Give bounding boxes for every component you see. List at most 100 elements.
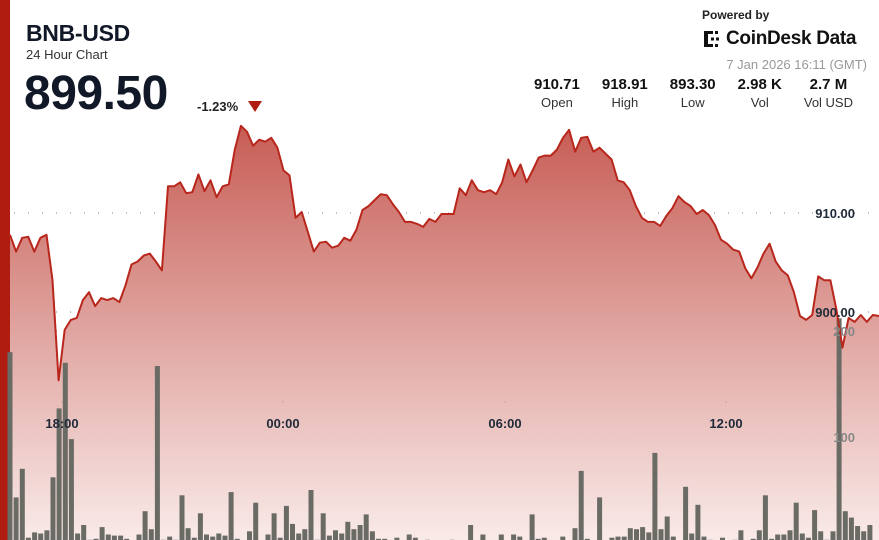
volume-bar (781, 534, 787, 540)
volume-bar (842, 511, 848, 540)
volume-bar (136, 534, 142, 540)
volume-bar (517, 536, 523, 540)
volume-bar (701, 536, 707, 540)
volume-bar (302, 529, 308, 540)
stat-value: 910.71 (533, 76, 580, 93)
volume-bar (720, 537, 725, 540)
volume-bar (799, 533, 805, 540)
volume-bar (855, 526, 861, 540)
stat-value: 2.7 M (809, 76, 848, 93)
volume-bar (216, 533, 222, 540)
volume-bar (584, 538, 590, 540)
volume-bar (658, 529, 664, 540)
volume-bar (185, 528, 191, 540)
volume-bar (695, 504, 701, 540)
price-line (9, 124, 879, 382)
stat-value: 918.91 (601, 76, 648, 93)
volume-bar (234, 538, 240, 540)
volume-bar (25, 537, 31, 540)
volume-bar (62, 362, 68, 540)
volume-bar (308, 490, 314, 540)
stats-row: 910.71 Open 918.91 High 893.30 Low 2.98 K Vo… (534, 76, 853, 110)
volume-bar (75, 533, 81, 540)
volume-bar (290, 523, 295, 540)
volume-bar (787, 530, 793, 540)
volume-bar (197, 513, 203, 540)
volume-bar (296, 533, 302, 540)
volume-bar (142, 511, 148, 540)
volume-bar (867, 525, 873, 540)
volume-bar (609, 537, 615, 540)
volume-bar (271, 513, 277, 540)
logo-text: CoinDesk Data (726, 28, 857, 49)
volume-bar (836, 318, 842, 540)
volume-bar (541, 537, 547, 540)
volume-bar (326, 535, 332, 540)
volume-bar (357, 525, 363, 540)
volume-bar (683, 486, 689, 540)
volume-tick-label: 100 (833, 430, 855, 445)
stat-low: 893.30 Low (670, 76, 716, 110)
current-price: 899.50 (24, 67, 168, 120)
volume-bar (105, 534, 111, 540)
volume-bar (222, 535, 228, 540)
volume-bar (406, 534, 412, 540)
price-tick-label: 910.00 (815, 206, 855, 221)
volume-bar (154, 366, 160, 540)
volume-bar (560, 536, 566, 540)
volume-bar (93, 538, 99, 540)
volume-bar (345, 521, 351, 540)
x-tick-label: 06:00 (488, 416, 521, 431)
coindesk-logo: CoinDesk Data (702, 28, 857, 50)
volume-bar (615, 536, 621, 540)
volume-bar (480, 534, 486, 540)
volume-bar (762, 495, 768, 540)
volume-bar (19, 468, 25, 540)
volume-bar (572, 528, 578, 540)
volume-bar (769, 538, 775, 540)
volume-bar (793, 502, 799, 540)
volume-bar (7, 352, 13, 540)
volume-bar (468, 525, 474, 540)
x-tick-label: 18:00 (45, 416, 78, 431)
volume-bar (830, 531, 836, 540)
x-tick-label: 12:00 (709, 416, 742, 431)
asset-title: BNB-USD (26, 20, 130, 46)
volume-bar (646, 532, 652, 540)
volume-bar (68, 439, 74, 540)
volume-bar (81, 525, 87, 540)
volume-bar (32, 532, 38, 540)
volume-bar (99, 527, 105, 540)
volume-bar (861, 531, 867, 540)
price-change: -1.23% (197, 99, 239, 114)
stat-label: Vol (750, 95, 769, 110)
volume-bar (529, 514, 535, 540)
stat-label: Vol USD (803, 95, 853, 110)
volume-bar (812, 510, 818, 540)
volume-bar (118, 535, 124, 540)
stat-label: High (611, 95, 639, 110)
price-tick-label: 900.00 (815, 305, 855, 320)
volume-bar (511, 534, 517, 540)
volume-bar (621, 536, 627, 540)
volume-bar (13, 497, 19, 540)
volume-bar (204, 534, 209, 540)
volume-bar (376, 538, 381, 540)
stat-label: Open (541, 95, 573, 110)
volume-tick-label: 200 (833, 324, 855, 339)
stat-value: 2.98 K (737, 76, 782, 93)
volume-bar (394, 537, 400, 540)
volume-bar (498, 534, 504, 540)
volume-bar (277, 537, 283, 540)
volume-bar (634, 529, 639, 540)
stat-high: 918.91 High (602, 76, 648, 110)
volume-bar (339, 533, 345, 540)
volume-bar (597, 497, 603, 540)
price-area (10, 125, 879, 540)
volume-bar (775, 534, 781, 540)
volume-bar (738, 530, 744, 540)
volume-bar (228, 492, 234, 540)
volume-bar (670, 536, 676, 540)
volume-bar (412, 537, 418, 540)
volume-bar (38, 533, 44, 540)
